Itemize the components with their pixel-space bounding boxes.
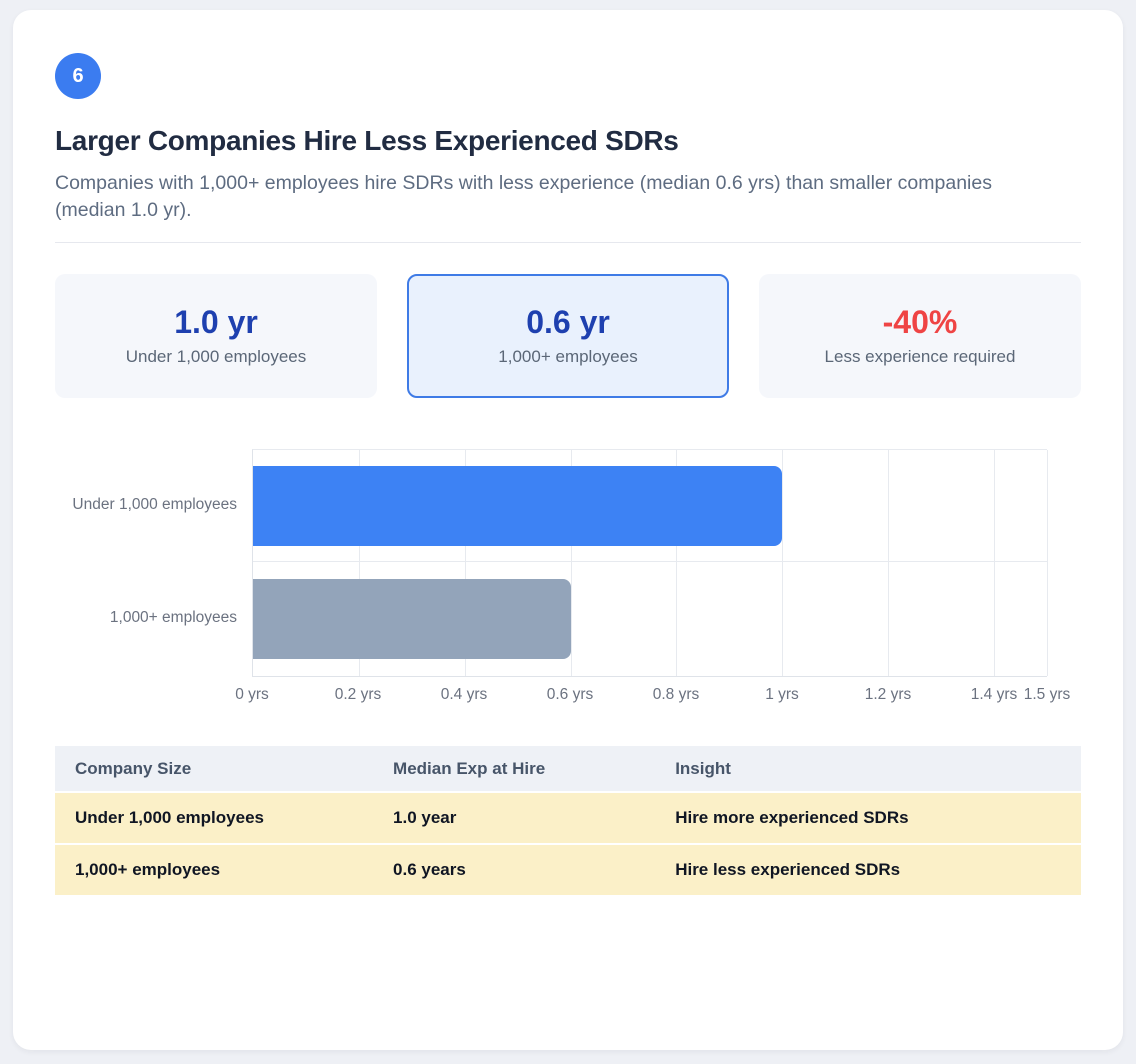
stat-card-under-1000[interactable]: 1.0 yr Under 1,000 employees (55, 273, 377, 398)
x-tick-label: 0.8 yrs (652, 685, 700, 703)
cell-median-exp: 1.0 year (373, 790, 656, 844)
x-tick-label: 0.2 yrs (334, 685, 382, 703)
x-tick-label: 0 yrs (235, 685, 269, 703)
x-tick-label: 1.4 yrs (970, 685, 1018, 703)
stat-label: Less experience required (824, 346, 1016, 366)
bar-chart: 0 yrs 0.2 yrs 0.4 yrs 0.6 yrs 0.8 yrs 1 yrs 1.… (55, 448, 1081, 714)
gridline (464, 449, 466, 676)
gridline (1047, 449, 1048, 676)
gridline (994, 449, 996, 676)
x-tick-label: 1 yrs (765, 685, 799, 703)
y-axis-label: 1,000+ employees (109, 608, 237, 626)
column-header-insight: Insight (655, 745, 1081, 792)
chart-plot (252, 448, 1048, 677)
bar-1000-plus (253, 578, 571, 659)
x-tick-label: 0.6 yrs (546, 685, 594, 703)
cell-company-size: Under 1,000 employees (55, 790, 374, 844)
x-tick-label: 1.2 yrs (864, 685, 912, 703)
bar-under-1000 (253, 465, 783, 546)
stat-cards-row: 1.0 yr Under 1,000 employees 0.6 yr 1,00… (55, 273, 1081, 398)
x-tick-label: 1.5 yrs (1023, 685, 1071, 703)
stat-label: Under 1,000 employees (125, 346, 307, 366)
report-card: 6 Larger Companies Hire Less Experienced… (13, 10, 1123, 1050)
cell-insight: Hire less experienced SDRs (655, 842, 1081, 895)
stat-card-1000-plus[interactable]: 0.6 yr 1,000+ employees (407, 273, 729, 398)
table-row: Under 1,000 employees 1.0 year Hire more… (55, 790, 1081, 844)
page-title: Larger Companies Hire Less Experienced S… (55, 125, 679, 156)
stat-value: -40% (882, 303, 958, 340)
chart-ticks: 0 yrs 0.2 yrs 0.4 yrs 0.6 yrs 0.8 yrs 1 yrs 1.… (235, 685, 1070, 708)
section-number-badge: 6 (55, 53, 101, 99)
gridline (253, 560, 1047, 562)
gridline (570, 449, 572, 676)
cell-median-exp: 0.6 years (373, 842, 656, 895)
report-content: 6 Larger Companies Hire Less Experienced… (13, 10, 1123, 895)
gridline (676, 449, 678, 676)
column-header-median-exp: Median Exp at Hire (373, 745, 656, 792)
cell-insight: Hire more experienced SDRs (655, 790, 1081, 844)
x-tick-label: 0.4 yrs (440, 685, 488, 703)
insight-table: Company Size Median Exp at Hire Insight … (55, 745, 1081, 895)
gridline (358, 449, 360, 676)
cell-company-size: 1,000+ employees (55, 842, 374, 895)
table-row: 1,000+ employees 0.6 years Hire less exp… (55, 842, 1081, 895)
y-axis-label: Under 1,000 employees (72, 495, 237, 513)
gridline (888, 449, 890, 676)
gridline (782, 449, 784, 676)
stat-label: 1,000+ employees (498, 346, 638, 366)
column-header-company-size: Company Size (55, 745, 374, 792)
table-header-row: Company Size Median Exp at Hire Insight (55, 745, 1081, 792)
stat-value: 0.6 yr (526, 303, 610, 340)
page-subtitle: Companies with 1,000+ employees hire SDR… (55, 172, 992, 222)
stat-value: 1.0 yr (174, 303, 258, 340)
divider (55, 241, 1081, 243)
stat-card-less-experience[interactable]: -40% Less experience required (759, 273, 1081, 398)
